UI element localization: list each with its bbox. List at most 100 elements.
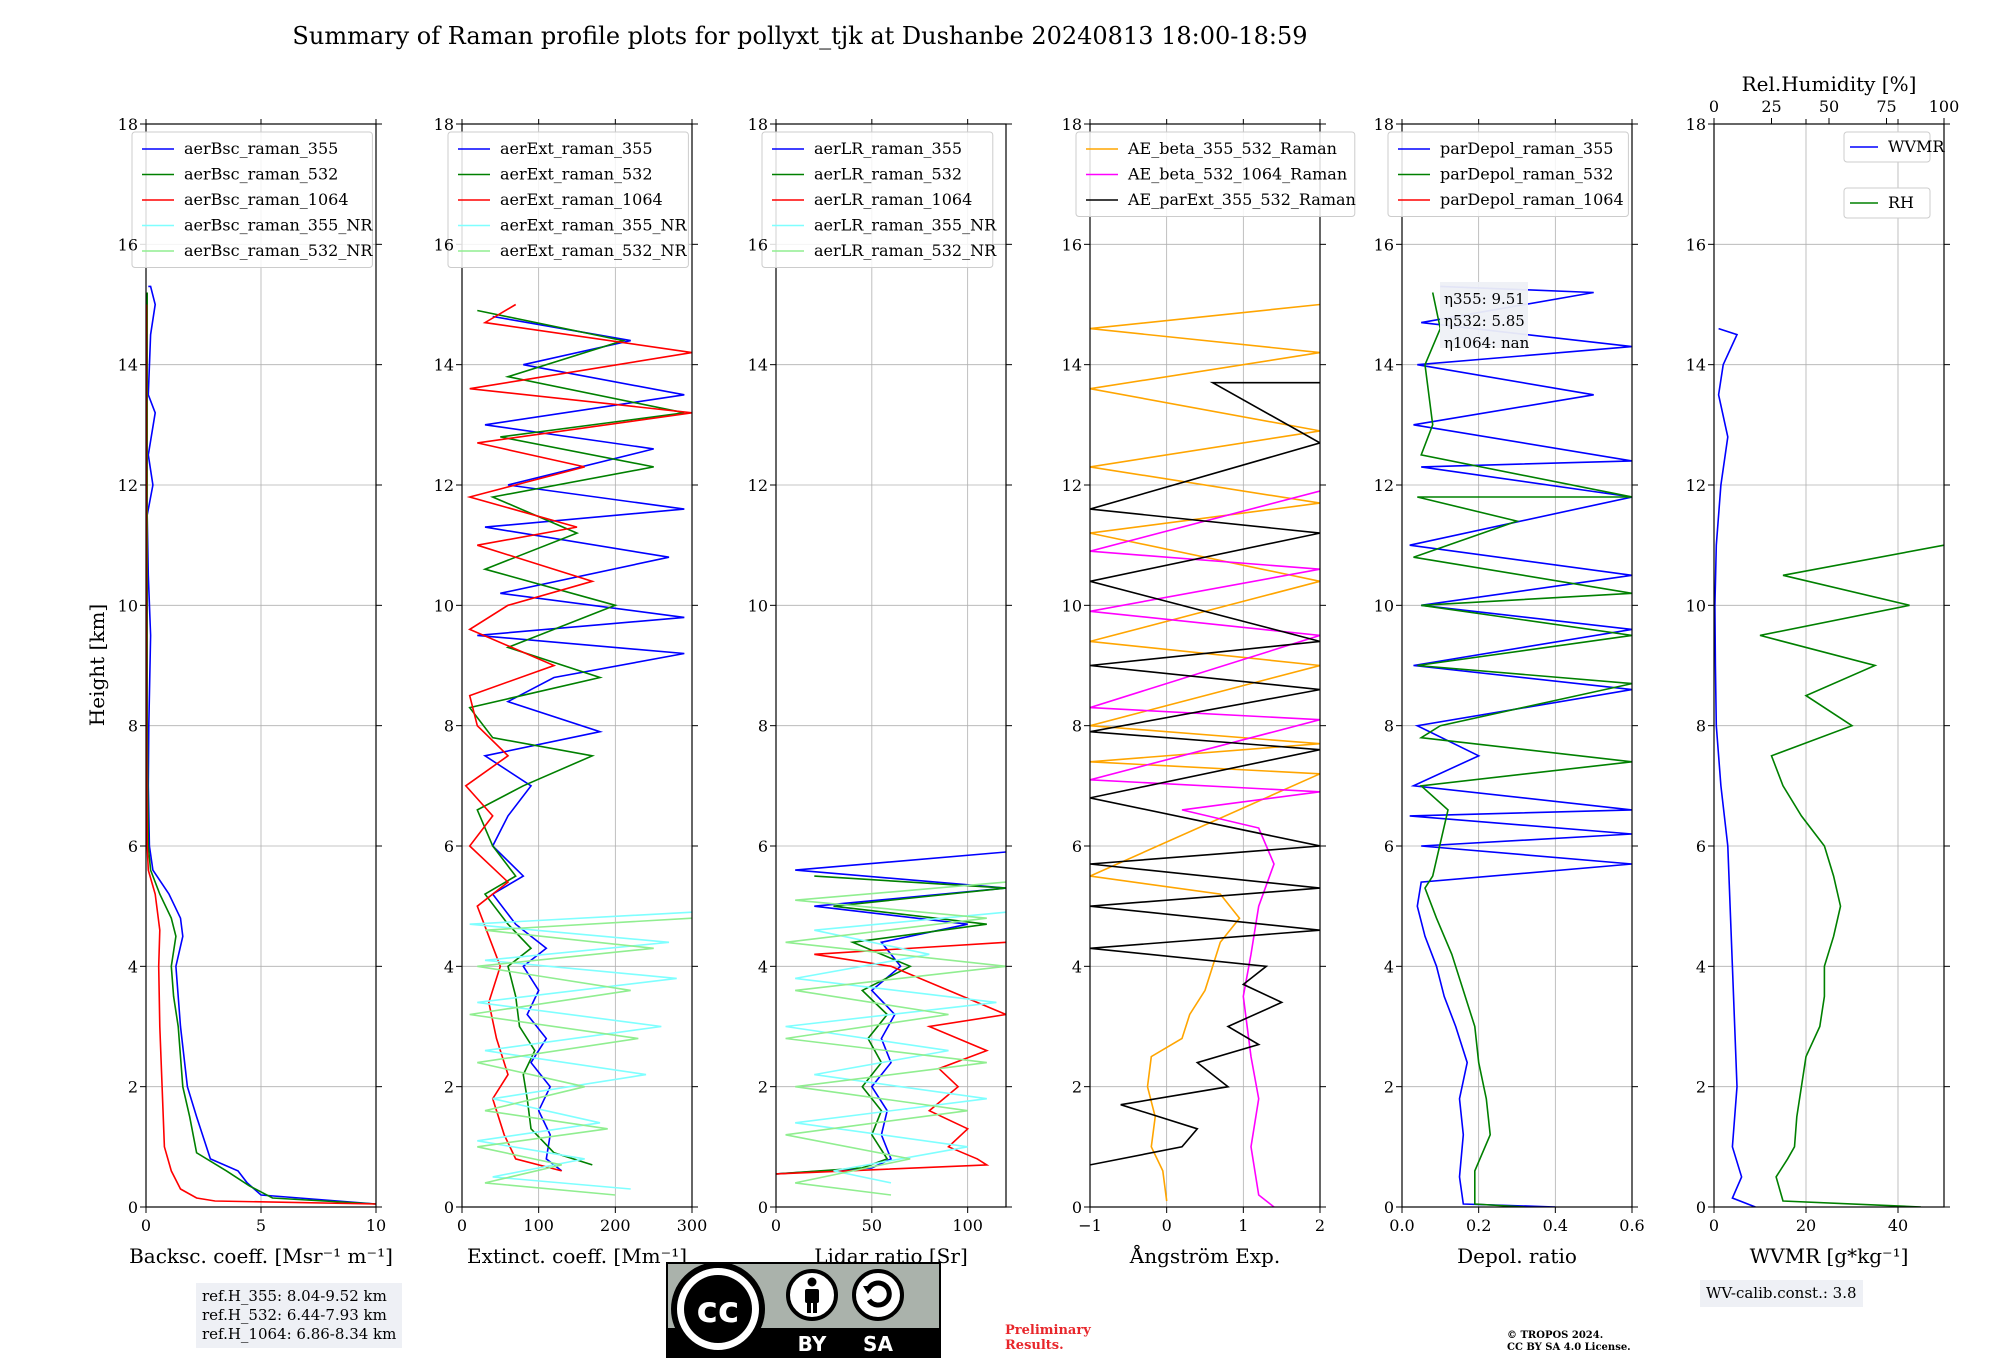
series-line-aerExt_raman_1064 bbox=[464, 303, 692, 1172]
axes-frame bbox=[1401, 123, 1633, 1208]
y-tick-label: 4 bbox=[128, 957, 138, 976]
y-tick-label: 16 bbox=[1686, 235, 1706, 254]
x2-axis-label: Rel.Humidity [%] bbox=[1742, 72, 1917, 96]
series-line-aerExt_raman_532_NR bbox=[469, 917, 692, 1196]
legend-label-aerExt_raman_355: aerExt_raman_355 bbox=[500, 139, 653, 158]
y-tick-label: 0 bbox=[128, 1198, 138, 1217]
eta-annotation-box bbox=[1440, 282, 1528, 348]
series-line-aerBsc_raman_532 bbox=[146, 292, 376, 1205]
legend-label-aerLR_raman_355_NR: aerLR_raman_355_NR bbox=[814, 216, 997, 235]
eta-annotation-line: η532: 5.85 bbox=[1444, 312, 1525, 330]
series-line-WVMR bbox=[1714, 327, 1756, 1207]
legend-label-aerBsc_raman_1064: aerBsc_raman_1064 bbox=[184, 190, 349, 209]
y-tick-label: 4 bbox=[1696, 957, 1706, 976]
legend-box bbox=[1843, 187, 1931, 219]
license-by-text: BY bbox=[798, 1332, 827, 1356]
legend-label-AE_beta_355_532_Raman: AE_beta_355_532_Raman bbox=[1127, 139, 1337, 158]
legend-box bbox=[131, 131, 373, 268]
x-tick-label: −1 bbox=[1078, 1216, 1102, 1235]
ref-height-532: ref.H_532: 6.44-7.93 km bbox=[202, 1306, 387, 1324]
series-line-aerBsc_raman_355 bbox=[146, 285, 376, 1205]
series-line-aerLR_raman_532_NR bbox=[785, 881, 1006, 1196]
y-tick-label: 4 bbox=[758, 957, 768, 976]
x-tick-label: 20 bbox=[1796, 1216, 1816, 1235]
y-tick-label: 10 bbox=[1686, 596, 1706, 615]
y-tick-label: 2 bbox=[1696, 1078, 1706, 1097]
y-tick-label: 16 bbox=[748, 235, 768, 254]
series-line-aerLR_raman_532 bbox=[776, 875, 1006, 1175]
y-tick-label: 6 bbox=[1072, 837, 1082, 856]
wv-calibration-constant: WV-calib.const.: 3.8 bbox=[1706, 1284, 1857, 1302]
panel-1 bbox=[131, 119, 382, 1213]
y-tick-label: 10 bbox=[1062, 596, 1082, 615]
series-group bbox=[1090, 303, 1320, 1207]
y-tick-label: 16 bbox=[434, 235, 454, 254]
x-tick-label: 5 bbox=[256, 1216, 266, 1235]
x-tick-label: 0 bbox=[457, 1216, 467, 1235]
y-tick-label: 2 bbox=[128, 1078, 138, 1097]
y-tick-label: 14 bbox=[1062, 356, 1082, 375]
series-line-parDepol_raman_532 bbox=[1413, 292, 1632, 1207]
legend-box bbox=[1843, 131, 1931, 163]
legend-label-AE_parExt_355_532_Raman: AE_parExt_355_532_Raman bbox=[1127, 190, 1356, 209]
y-tick-label: 10 bbox=[748, 596, 768, 615]
y-tick-label: 2 bbox=[1072, 1078, 1082, 1097]
eta-annotation-line: η1064: nan bbox=[1444, 334, 1530, 352]
x-tick-label: 0 bbox=[141, 1216, 151, 1235]
ref-height-1064: ref.H_1064: 6.86-8.34 km bbox=[202, 1325, 397, 1343]
reference-height-box: ref.H_355: 8.04-9.52 km ref.H_532: 6.44-… bbox=[196, 1283, 403, 1348]
x-tick-label: 40 bbox=[1888, 1216, 1908, 1235]
x-tick-label: 0 bbox=[771, 1216, 781, 1235]
cc-by-sa-logo: cc BY SA bbox=[666, 1262, 941, 1358]
y-tick-label: 6 bbox=[1384, 837, 1394, 856]
x-tick-label: 200 bbox=[600, 1216, 631, 1235]
legend-label-WVMR: WVMR bbox=[1888, 137, 1945, 156]
axes-frame bbox=[1089, 123, 1321, 1208]
panel-6 bbox=[1708, 118, 1950, 1213]
y-tick-label: 16 bbox=[118, 235, 138, 254]
x-tick-label: 300 bbox=[677, 1216, 708, 1235]
x-tick-label: 1 bbox=[1238, 1216, 1248, 1235]
preliminary-line-1: Preliminary bbox=[1005, 1323, 1091, 1338]
axes-frame bbox=[1713, 123, 1945, 1208]
legend-box bbox=[761, 131, 994, 268]
copyright-notice: © TROPOS 2024. CC BY SA 4.0 License. bbox=[1507, 1330, 1631, 1354]
y-tick-label: 0 bbox=[1384, 1198, 1394, 1217]
legend-label-aerExt_raman_532: aerExt_raman_532 bbox=[500, 165, 653, 184]
series-group bbox=[146, 285, 376, 1205]
y-tick-label: 6 bbox=[444, 837, 454, 856]
legend-label-aerExt_raman_355_NR: aerExt_raman_355_NR bbox=[500, 216, 688, 235]
legend-label-RH: RH bbox=[1888, 193, 1914, 212]
x-tick-label: 50 bbox=[862, 1216, 882, 1235]
x-tick-label: 0.2 bbox=[1466, 1216, 1491, 1235]
y-tick-label: 2 bbox=[758, 1078, 768, 1097]
x-tick-label: 10 bbox=[366, 1216, 386, 1235]
y-axis-label: Height [km] bbox=[85, 604, 109, 726]
series-line-aerLR_raman_355_NR bbox=[785, 911, 1006, 1184]
panel-3 bbox=[761, 119, 1012, 1213]
x-tick-label: 0 bbox=[1709, 1216, 1719, 1235]
y-tick-label: 0 bbox=[1072, 1198, 1082, 1217]
legend-label-aerBsc_raman_532: aerBsc_raman_532 bbox=[184, 165, 338, 184]
x-tick-label: 100 bbox=[952, 1216, 983, 1235]
series-group bbox=[1714, 327, 1944, 1207]
x-axis-label: Ångström Exp. bbox=[1129, 1243, 1280, 1268]
legend-box bbox=[1075, 131, 1356, 217]
legend-label-aerLR_raman_532: aerLR_raman_532 bbox=[814, 165, 962, 184]
legend-label-parDepol_raman_1064: parDepol_raman_1064 bbox=[1440, 190, 1624, 209]
y-tick-label: 6 bbox=[1696, 837, 1706, 856]
y-tick-label: 10 bbox=[434, 596, 454, 615]
y-tick-label: 0 bbox=[758, 1198, 768, 1217]
legend-label-aerBsc_raman_355_NR: aerBsc_raman_355_NR bbox=[184, 216, 373, 235]
legend-label-aerExt_raman_532_NR: aerExt_raman_532_NR bbox=[500, 241, 688, 260]
series-line-aerExt_raman_355 bbox=[477, 315, 685, 1172]
y-tick-label: 14 bbox=[434, 356, 454, 375]
series-group bbox=[1409, 285, 1632, 1207]
series-line-aerExt_raman_532 bbox=[468, 309, 685, 1166]
x-tick-label: 0.0 bbox=[1389, 1216, 1414, 1235]
y-tick-label: 4 bbox=[444, 957, 454, 976]
series-line-AE_parExt_355_532_Raman bbox=[1090, 381, 1320, 1166]
y-tick-label: 10 bbox=[118, 596, 138, 615]
legend-label-aerLR_raman_355: aerLR_raman_355 bbox=[814, 139, 962, 158]
